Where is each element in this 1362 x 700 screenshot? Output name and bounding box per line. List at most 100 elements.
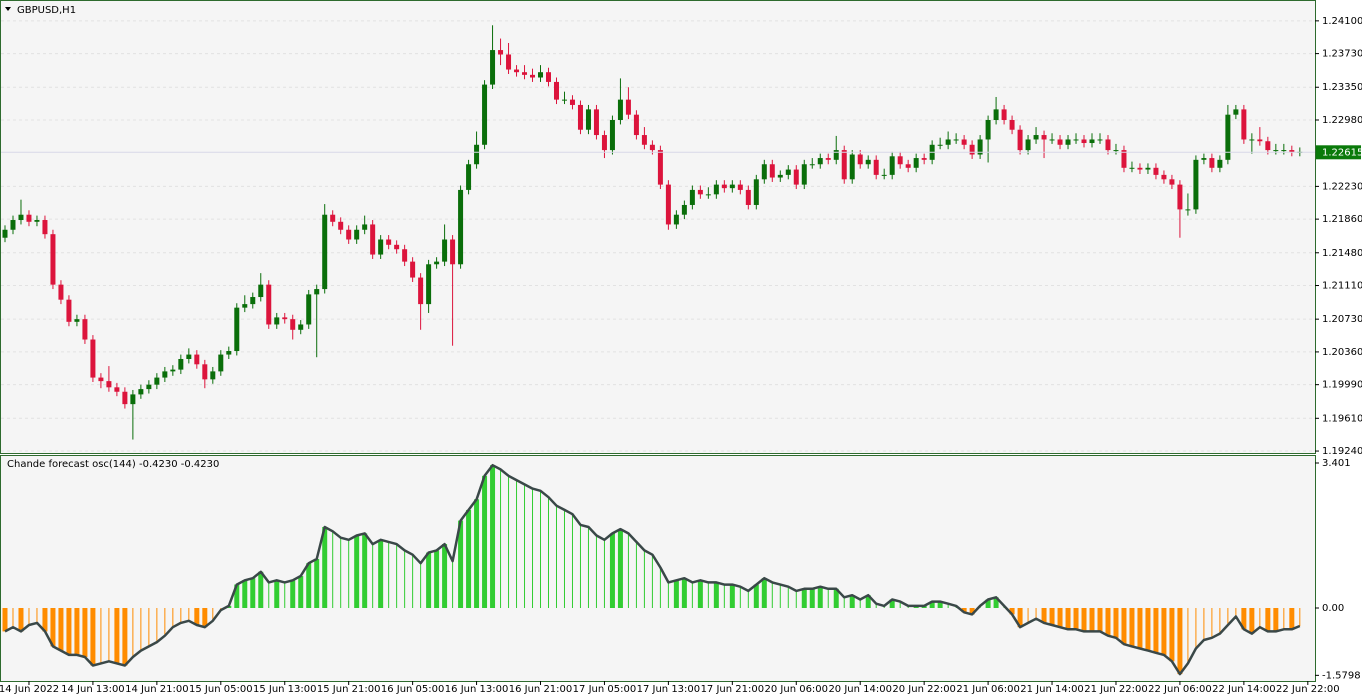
oscillator-bar — [540, 490, 542, 608]
oscillator-line — [4, 463, 1301, 676]
candle-body — [553, 81, 559, 100]
candle-body — [386, 239, 392, 245]
candle-body — [601, 135, 607, 151]
candle-body — [338, 221, 344, 230]
oscillator-bar — [961, 607, 967, 613]
oscillator-bar — [1241, 607, 1247, 630]
candle-body — [681, 204, 687, 215]
x-tick-label: 20 Jun 06:00 — [765, 684, 829, 695]
last-price-box — [1316, 145, 1361, 160]
oscillator-bar — [1017, 607, 1023, 628]
oscillator-bar — [969, 607, 975, 615]
oscillator-bar — [306, 563, 312, 608]
candle-body — [985, 119, 991, 140]
candle-body — [218, 354, 224, 372]
oscillator-bar — [993, 597, 999, 608]
oscillator-bar — [202, 607, 208, 628]
x-tick-label: 16 Jun 13:00 — [445, 684, 509, 695]
oscillator-bar — [132, 607, 134, 658]
candle-body — [649, 144, 655, 151]
oscillator-bar — [180, 607, 182, 623]
oscillator-bar — [1027, 607, 1029, 623]
oscillator-bar — [1129, 607, 1135, 647]
y-tick-label: 1.19610 — [1322, 413, 1362, 424]
oscillator-bar — [524, 484, 526, 608]
candle-body — [865, 159, 871, 165]
candle-body — [721, 184, 727, 189]
candle-body — [777, 174, 783, 178]
oscillator-bar — [1235, 607, 1237, 617]
candle-body — [1017, 129, 1023, 151]
candle-body — [226, 351, 232, 355]
oscillator-bar — [274, 580, 280, 608]
candle-body — [1153, 167, 1159, 175]
oscillator-bar — [579, 524, 581, 608]
candle-body — [490, 50, 496, 85]
candle-body — [130, 394, 136, 405]
oscillator-bar — [1203, 607, 1205, 640]
oscillator-bar — [833, 588, 839, 608]
candle-body — [530, 74, 536, 78]
candle-body — [538, 72, 544, 78]
oscillator-bar — [1097, 607, 1103, 632]
candle-body — [82, 319, 88, 340]
oscillator-bar — [587, 526, 589, 608]
candle-body — [561, 99, 567, 101]
candle-body — [585, 109, 591, 130]
oscillator-bar — [827, 588, 829, 608]
candle-body — [98, 377, 104, 382]
oscillator-bar — [659, 567, 661, 608]
candle-body — [897, 156, 903, 165]
oscillator-bar — [681, 578, 687, 608]
candle-body — [1113, 150, 1119, 152]
candle-body — [258, 284, 264, 298]
oscillator-bar — [314, 558, 320, 608]
oscillator-bar — [1299, 607, 1301, 627]
y-tick-label: 1.20360 — [1322, 347, 1362, 358]
x-tick-label: 15 Jun 13:00 — [253, 684, 317, 695]
oscillator-bar — [843, 597, 845, 608]
oscillator-bar — [729, 584, 735, 608]
oscillator-bar — [1145, 607, 1151, 651]
oscillator-bar — [250, 578, 256, 608]
oscillator-bar — [723, 584, 725, 608]
oscillator-bar — [889, 599, 895, 608]
candle-body — [114, 387, 120, 392]
oscillator-bar — [787, 586, 789, 608]
oscillator-bar — [188, 607, 190, 621]
candle-body — [753, 179, 759, 205]
x-tick-label: 20 Jun 14:00 — [828, 684, 892, 695]
y-tick-label: 1.23730 — [1322, 49, 1362, 60]
candle-body — [242, 304, 248, 308]
oscillator-bar — [865, 595, 871, 608]
candle-body — [769, 164, 775, 178]
oscillator-bar — [985, 599, 991, 608]
candle-body — [577, 104, 583, 130]
oscillator-bar — [50, 607, 56, 647]
candle-body — [90, 339, 96, 378]
oscillator-bar — [348, 539, 350, 608]
candle-body — [522, 72, 528, 75]
candle-body — [18, 214, 24, 221]
oscillator-bar — [609, 533, 615, 608]
candle-body — [146, 384, 152, 390]
candle-body — [458, 189, 464, 265]
oscillator-bar — [555, 505, 557, 608]
candle-body — [1129, 167, 1135, 169]
candle-body — [993, 109, 999, 120]
oscillator-bar — [36, 607, 38, 623]
oscillator-bar — [1177, 607, 1183, 675]
candle-body — [2, 229, 8, 238]
oscillator-bar — [771, 582, 773, 608]
x-tick-label: 14 Jun 2022 — [0, 684, 59, 695]
oscillator-bar — [707, 582, 709, 608]
candle-body — [1289, 150, 1295, 152]
candle-body — [705, 194, 711, 196]
x-tick-label: 17 Jun 05:00 — [573, 684, 637, 695]
oscillator-bar — [466, 509, 472, 608]
candle-body — [833, 150, 839, 160]
x-tick-label: 15 Jun 21:00 — [317, 684, 381, 695]
candle-body — [1281, 150, 1287, 152]
oscillator-bar — [532, 488, 534, 608]
oscillator-bar — [899, 601, 901, 608]
